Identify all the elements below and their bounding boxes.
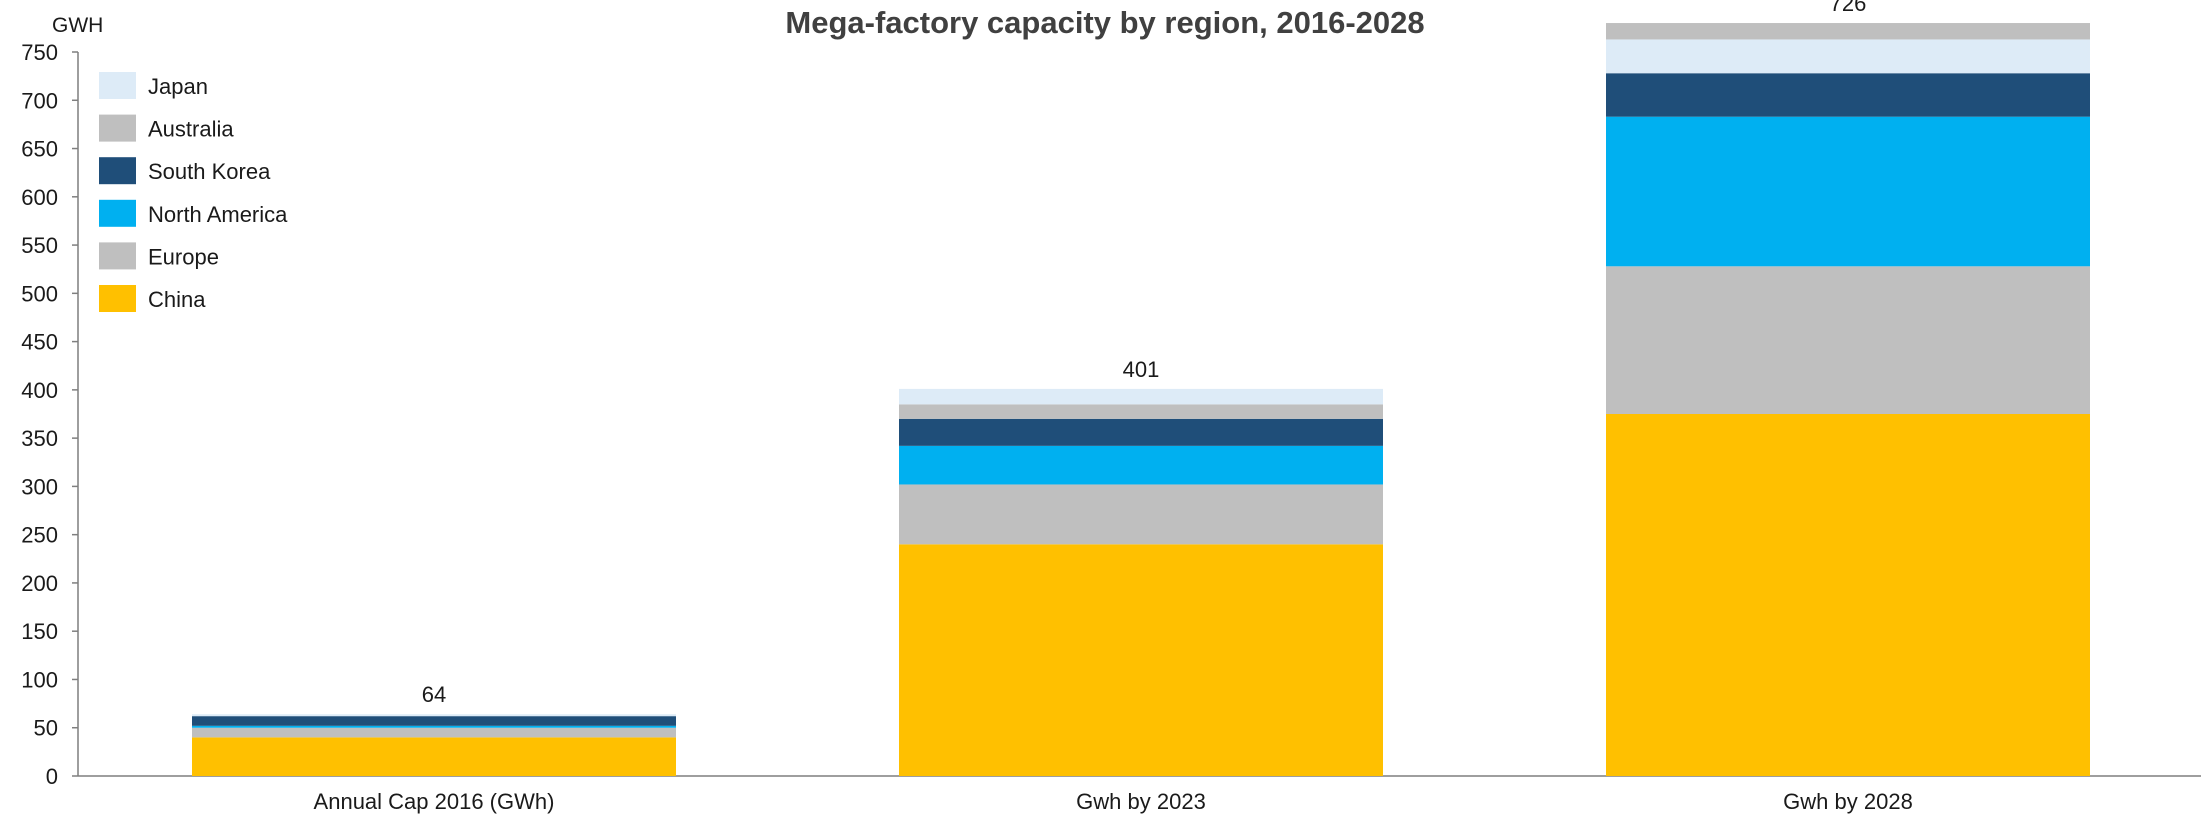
bar-total-label: 64 — [422, 682, 446, 707]
y-tick-label: 100 — [21, 667, 58, 692]
legend-swatch — [99, 285, 136, 312]
bar-segment-europe — [1606, 266, 2090, 414]
legend: Japan Australia South Korea North America Eu… — [99, 72, 288, 312]
legend-swatch — [99, 114, 136, 142]
bar-segment-north-america — [1606, 116, 2090, 267]
bar-segment-north-america — [899, 445, 1383, 485]
y-tick-label: 150 — [21, 619, 58, 644]
bar-segment-north-america — [192, 725, 676, 728]
bar-segment-south-korea — [899, 418, 1383, 446]
y-axis-unit-label: GWH — [52, 14, 103, 37]
y-tick-label: 200 — [21, 571, 58, 596]
bar-segment-china — [192, 737, 676, 776]
y-tick-label: 500 — [21, 281, 58, 306]
bar-segment-china — [899, 544, 1383, 776]
y-tick-label: 650 — [21, 137, 58, 162]
y-tick-label: 0 — [46, 764, 58, 789]
bar-segment-japan — [192, 714, 676, 717]
y-tick-label: 700 — [21, 88, 58, 113]
legend-swatch — [99, 242, 136, 270]
bar-segment-europe — [192, 727, 676, 738]
legend-swatch — [99, 72, 136, 99]
legend-label: Europe — [148, 244, 219, 269]
bar-segment-south-korea — [192, 716, 676, 726]
legend-label: North America — [148, 202, 288, 227]
y-tick-label: 600 — [21, 185, 58, 210]
legend-label: South Korea — [148, 159, 271, 184]
y-tick-label: 350 — [21, 426, 58, 451]
x-category-label: Annual Cap 2016 (GWh) — [314, 789, 555, 814]
x-category-label: Gwh by 2023 — [1076, 789, 1206, 814]
bar-segment-europe — [899, 484, 1383, 545]
bar-total-label: 401 — [1123, 357, 1160, 382]
legend-label: China — [148, 287, 206, 312]
legend-label: Australia — [148, 117, 234, 142]
y-tick-label: 250 — [21, 523, 58, 548]
plot-area: 0 50 100 150 200 250 300 350 400 450 500 550 600 650 7… — [21, 0, 2201, 814]
legend-swatch — [99, 157, 136, 185]
x-category-label: Gwh by 2028 — [1783, 789, 1913, 814]
y-tick-label: 300 — [21, 474, 58, 499]
bar-segment-japan — [899, 388, 1383, 405]
bar-total-label: 726 — [1830, 0, 1867, 16]
bar-segment-other — [1606, 23, 2090, 40]
bar-segment-australia — [899, 404, 1383, 419]
bar-segment-south-korea — [1606, 73, 2090, 117]
y-tick-label: 750 — [21, 40, 58, 65]
legend-swatch — [99, 199, 136, 227]
y-tick-label: 400 — [21, 378, 58, 403]
chart-title: Mega-factory capacity by region, 2016-20… — [785, 5, 1424, 40]
y-tick-label: 450 — [21, 330, 58, 355]
bar-segment-japan — [1606, 39, 2090, 74]
y-tick-label: 550 — [21, 233, 58, 258]
bar-segment-china — [1606, 414, 2090, 776]
y-tick-label: 50 — [34, 716, 58, 741]
legend-label: Japan — [148, 74, 208, 99]
